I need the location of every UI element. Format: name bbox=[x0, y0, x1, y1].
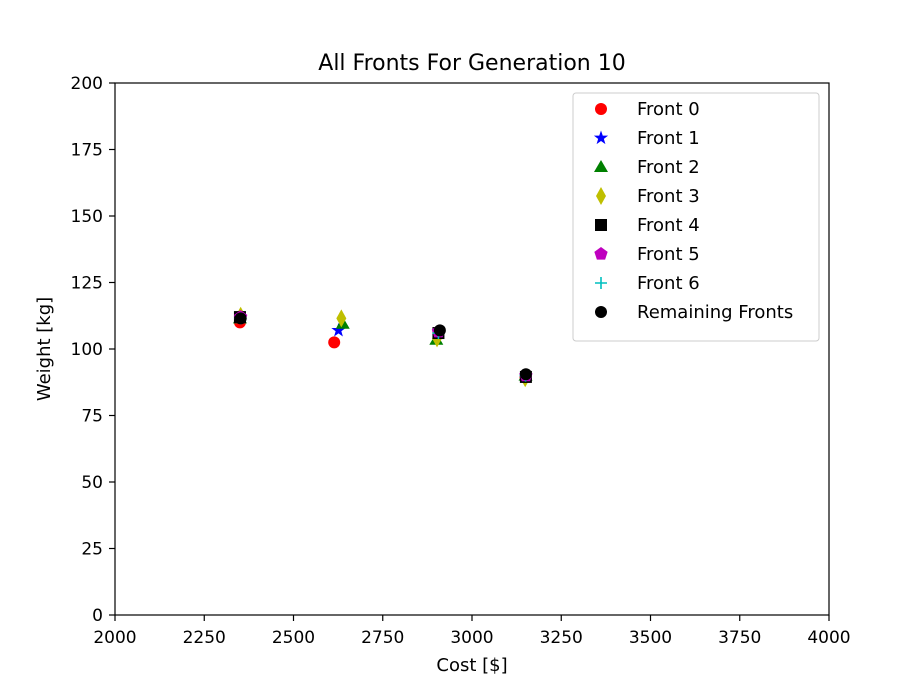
legend-label: Front 5 bbox=[637, 244, 700, 265]
y-tick-label: 75 bbox=[81, 407, 103, 427]
data-point bbox=[331, 322, 346, 337]
legend-label: Remaining Fronts bbox=[637, 302, 793, 323]
plot-area-frame bbox=[114, 82, 830, 616]
legend-marker bbox=[595, 277, 607, 289]
legend-marker bbox=[594, 247, 608, 260]
legend-label: Front 0 bbox=[637, 99, 700, 120]
y-tick-label: 100 bbox=[71, 340, 103, 360]
legend-label: Front 2 bbox=[637, 157, 700, 178]
legend-box bbox=[572, 92, 820, 342]
y-tick-label: 150 bbox=[71, 207, 103, 227]
legend-marker bbox=[596, 187, 606, 205]
data-point bbox=[328, 336, 341, 349]
y-tick-label: 25 bbox=[81, 540, 103, 560]
data-point bbox=[336, 309, 347, 328]
y-tick-label: 175 bbox=[71, 141, 103, 161]
legend-marker bbox=[595, 103, 607, 115]
data-point bbox=[433, 324, 446, 337]
y-tick-label: 0 bbox=[92, 606, 103, 626]
y-tick-label: 200 bbox=[71, 74, 103, 94]
y-axis-label: Weight [kg] bbox=[34, 297, 55, 401]
legend-marker bbox=[595, 219, 607, 231]
x-tick-label: 3750 bbox=[718, 628, 761, 648]
legend-marker bbox=[595, 306, 607, 318]
y-tick-label: 50 bbox=[81, 473, 103, 493]
x-tick-label: 2000 bbox=[93, 628, 136, 648]
legend-label: Front 4 bbox=[637, 215, 700, 236]
chart-title: All Fronts For Generation 10 bbox=[318, 51, 625, 76]
legend: Front 0 Front 1 Front 2 Front 3 Front 4 Front… bbox=[572, 92, 820, 342]
x-tick-label: 3500 bbox=[629, 628, 672, 648]
legend-marker bbox=[594, 160, 608, 172]
x-tick-label: 3000 bbox=[450, 628, 493, 648]
legend-label: Front 6 bbox=[637, 273, 700, 294]
data-point bbox=[234, 312, 247, 325]
legend-marker bbox=[593, 130, 609, 145]
legend-label: Front 3 bbox=[637, 186, 700, 207]
data-point bbox=[519, 368, 532, 381]
x-tick-label: 3250 bbox=[540, 628, 583, 648]
y-tick-label: 125 bbox=[71, 274, 103, 294]
x-tick-label: 4000 bbox=[807, 628, 850, 648]
axis-ticks: 2000 2250 2500 2750 3000 3250 3500 3750 4000 0 25 5… bbox=[71, 74, 851, 648]
x-tick-label: 2750 bbox=[361, 628, 404, 648]
x-tick-label: 2500 bbox=[272, 628, 315, 648]
data-points bbox=[232, 306, 533, 388]
x-tick-label: 2250 bbox=[183, 628, 226, 648]
legend-label: Front 1 bbox=[637, 128, 700, 149]
x-axis-label: Cost [$] bbox=[436, 655, 507, 676]
